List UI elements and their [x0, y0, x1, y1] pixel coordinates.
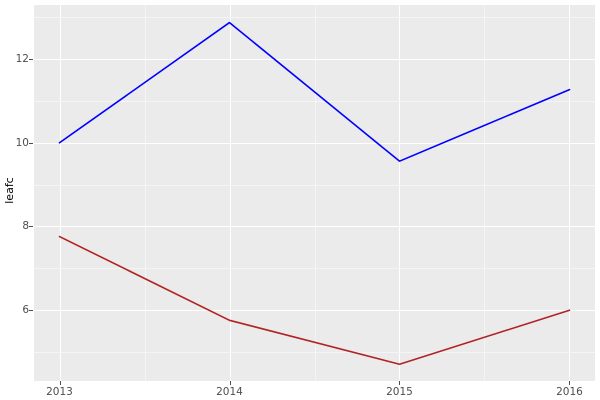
- x-axis-tick-label: 2014: [216, 386, 243, 398]
- series-line-series-red: [58, 235, 571, 366]
- y-axis-tick-mark: [29, 59, 33, 60]
- gridline-minor-h: [34, 17, 595, 18]
- y-axis-tick-label: 12: [15, 53, 29, 65]
- gridline-minor-h: [34, 185, 595, 186]
- x-axis-tick-marks: [34, 381, 595, 386]
- series-line-series-blue: [58, 21, 571, 162]
- x-axis-tick-mark: [230, 381, 231, 385]
- series-layer: [58, 21, 571, 366]
- gridline-minor-h: [34, 352, 595, 353]
- y-axis-tick-mark: [29, 310, 33, 311]
- gridline-major-v: [230, 5, 231, 381]
- gridline-major-h: [34, 310, 595, 311]
- plot-panel: [34, 5, 595, 381]
- x-axis-tick-label: 2013: [46, 386, 73, 398]
- gridline-minor-h: [34, 101, 595, 102]
- gridline-major-h: [34, 59, 595, 60]
- gridline-minor-h: [34, 268, 595, 269]
- x-axis-tick-mark: [399, 381, 400, 385]
- x-axis-tick-label: 2015: [386, 386, 413, 398]
- y-axis-tick-label: 10: [15, 136, 29, 149]
- gridline-major-v: [60, 5, 61, 381]
- y-axis-tick-marks: [29, 0, 34, 400]
- gridline-major-h: [34, 143, 595, 144]
- y-axis-tick-mark: [29, 226, 33, 227]
- gridline-minor-v: [145, 5, 146, 381]
- gridline-major-v: [569, 5, 570, 381]
- gridline-major-v: [399, 5, 400, 381]
- x-axis-tick-mark: [60, 381, 61, 385]
- y-axis-tick-labels: 6 8 10 12: [0, 0, 29, 400]
- gridline-minor-v: [315, 5, 316, 381]
- x-axis-tick-mark: [569, 381, 570, 385]
- gridline-minor-v: [484, 5, 485, 381]
- x-axis-tick-label: 2016: [556, 386, 583, 398]
- y-axis-tick-label: 6: [22, 304, 29, 317]
- x-axis-tick-labels: 2013 2014 2015 2016: [34, 386, 595, 400]
- gridline-major-h: [34, 226, 595, 227]
- y-axis-tick-mark: [29, 143, 33, 144]
- y-axis-tick-label: 8: [22, 220, 29, 233]
